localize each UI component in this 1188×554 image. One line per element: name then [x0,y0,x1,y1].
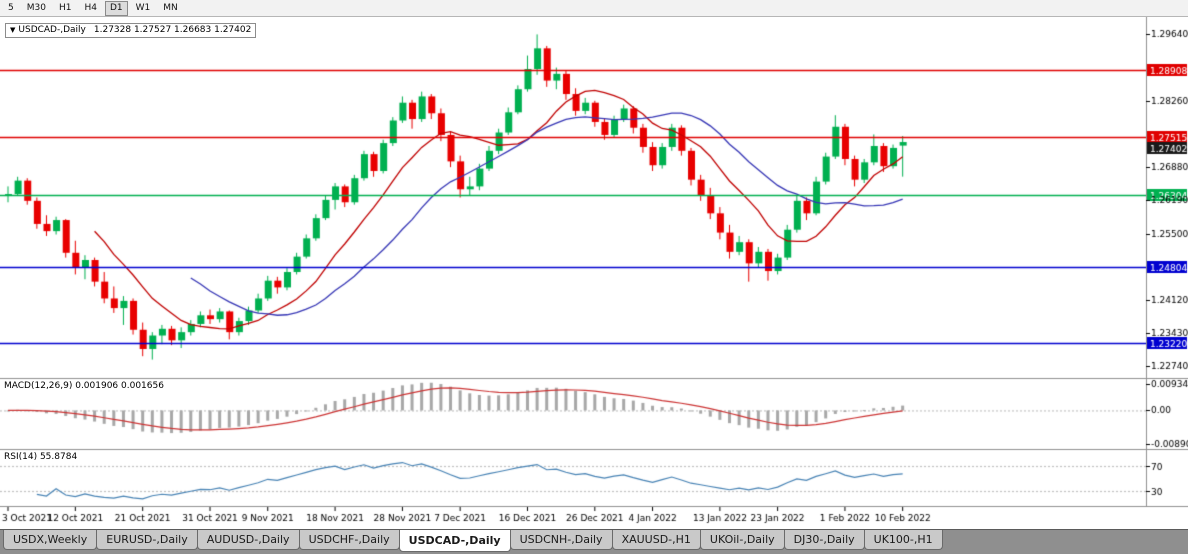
timeframe-button-d1[interactable]: D1 [104,0,128,16]
rsi-indicator-label: RSI(14) 55.8784 [4,452,78,462]
chart-tab-audusd-daily[interactable]: AUDUSD-,Daily [196,530,300,550]
chart-symbol-label: USDCAD-,Daily [18,25,86,35]
chart-tab-uk100-h1[interactable]: UK100-,H1 [863,530,943,550]
timeframe-button-m30[interactable]: M30 [26,2,46,13]
chart-canvas[interactable] [0,17,1188,529]
chart-tab-bar: USDX,Weekly EURUSD-,Daily AUDUSD-,Daily USD… [0,529,1188,554]
chart-tab-usdchf-daily[interactable]: USDCHF-,Daily [298,530,400,550]
chart-tab-usdcad-daily[interactable]: USDCAD-,Daily [398,530,511,552]
chart-tab-usdx-weekly[interactable]: USDX,Weekly [3,530,98,550]
timeframe-button-h1[interactable]: H1 [58,2,72,13]
chart-ohlc-values: 1.27328 1.27527 1.26683 1.27402 [93,25,252,35]
timeframe-button-5[interactable]: 5 [8,2,14,13]
timeframe-button-mn[interactable]: MN [163,2,178,13]
timeframe-toolbar: 5 M30 H1 H4 D1 W1 MN [0,0,1188,17]
chart-tab-ukoil-daily[interactable]: UKOil-,Daily [699,530,785,550]
collapse-chart-icon[interactable]: ▼ [10,26,16,34]
chart-tab-xauusd-h1[interactable]: XAUUSD-,H1 [611,530,701,550]
timeframe-button-h4[interactable]: H4 [84,2,97,13]
chart-tab-dj30-daily[interactable]: DJ30-,Daily [783,530,865,550]
chart-tab-usdcnh-daily[interactable]: USDCNH-,Daily [509,530,613,550]
chart-title[interactable]: ▼ USDCAD-,Daily 1.27328 1.27527 1.26683 1.… [5,23,257,38]
macd-indicator-label: MACD(12,26,9) 0.001906 0.001656 [4,381,164,391]
chart-tab-eurusd-daily[interactable]: EURUSD-,Daily [96,530,198,550]
timeframe-button-w1[interactable]: W1 [135,2,151,13]
